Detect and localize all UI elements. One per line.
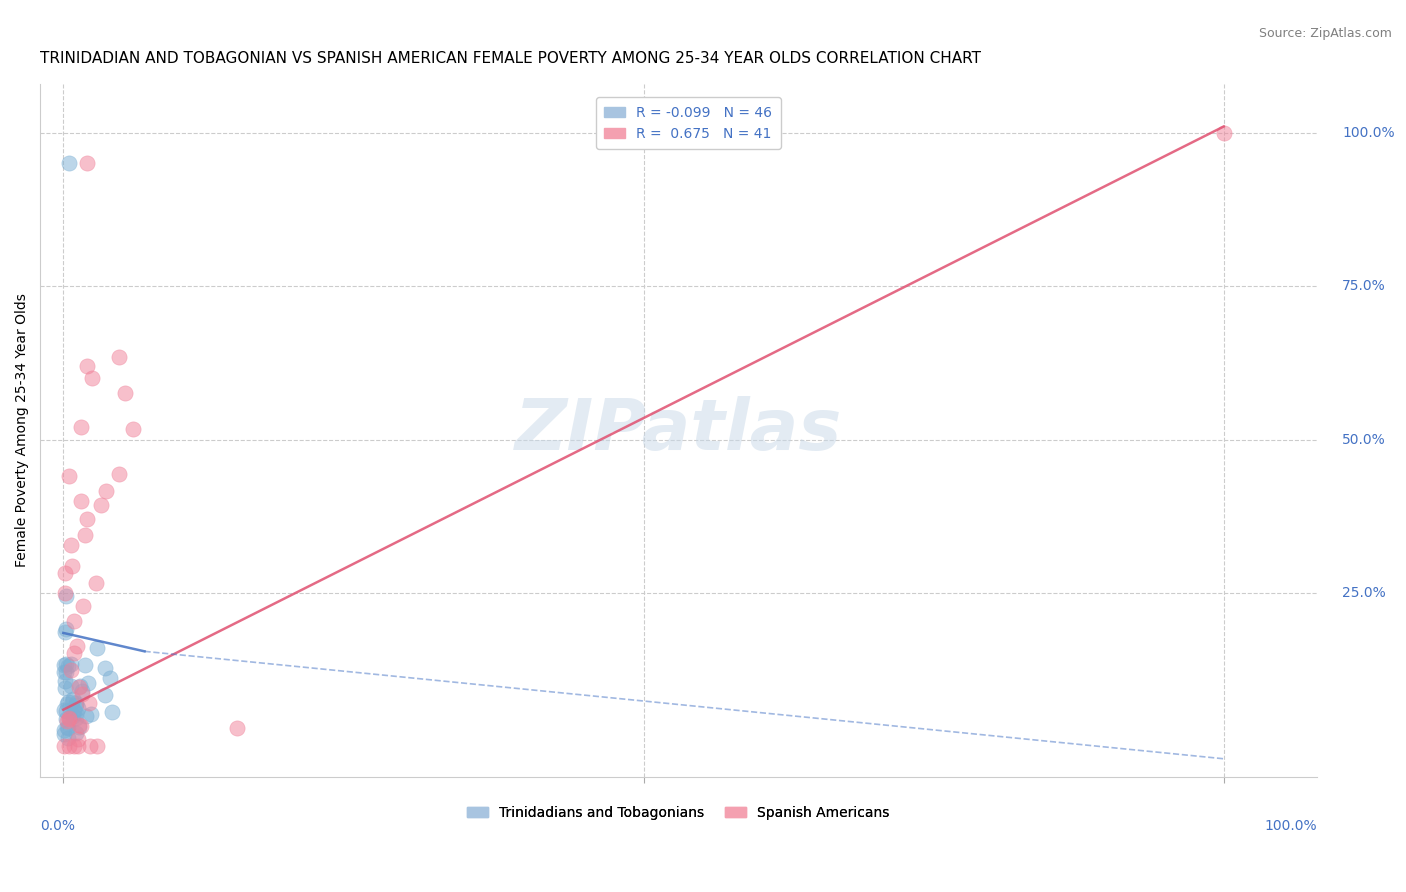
Point: [58, 712, 80, 726]
Point: [59, 537, 82, 551]
Point: [86, 739, 108, 754]
Point: [52, 657, 75, 672]
Point: [59, 710, 82, 724]
Point: [58, 711, 80, 725]
Point: [58, 659, 80, 673]
Point: [76, 156, 98, 170]
Point: [58, 469, 80, 483]
Point: [55, 590, 77, 604]
Point: [55, 674, 77, 689]
Point: [55, 622, 77, 636]
Text: TRINIDADIAN AND TOBAGONIAN VS SPANISH AMERICAN FEMALE POVERTY AMONG 25-34 YEAR O: TRINIDADIAN AND TOBAGONIAN VS SPANISH AM…: [41, 51, 981, 66]
Point: [93, 688, 115, 702]
Point: [77, 696, 100, 710]
Point: [63, 739, 86, 754]
Point: [53, 723, 76, 737]
Point: [65, 698, 87, 712]
Point: [79, 739, 101, 754]
Point: [60, 679, 83, 693]
Point: [108, 467, 131, 482]
Point: [73, 528, 96, 542]
Point: [56, 731, 79, 745]
Point: [55, 657, 77, 672]
Point: [60, 657, 83, 672]
Point: [53, 566, 76, 580]
Point: [52, 739, 75, 754]
Point: [90, 499, 112, 513]
Point: [58, 695, 80, 709]
Point: [70, 687, 93, 701]
Point: [73, 657, 96, 672]
Text: 0.0%: 0.0%: [41, 819, 75, 833]
Point: [69, 719, 91, 733]
Point: [66, 731, 89, 746]
Point: [53, 586, 76, 600]
Point: [67, 717, 90, 731]
Point: [76, 512, 98, 526]
Point: [122, 422, 145, 436]
Point: [86, 640, 108, 655]
Text: Source: ZipAtlas.com: Source: ZipAtlas.com: [1258, 27, 1392, 40]
Point: [80, 707, 103, 722]
Point: [65, 711, 87, 725]
Point: [55, 697, 77, 711]
Point: [69, 679, 91, 693]
Point: [65, 706, 87, 720]
Point: [62, 692, 84, 706]
Point: [75, 708, 97, 723]
Point: [56, 721, 79, 735]
Point: [53, 665, 76, 679]
Point: [69, 420, 91, 434]
Point: [67, 680, 90, 694]
Point: [53, 727, 76, 741]
Legend: Trinidadians and Tobagonians, Spanish Americans: Trinidadians and Tobagonians, Spanish Am…: [461, 801, 896, 826]
Point: [70, 683, 93, 698]
Point: [55, 704, 77, 718]
Point: [60, 558, 83, 573]
Point: [62, 709, 84, 723]
Text: ZIPatlas: ZIPatlas: [515, 396, 842, 465]
Point: [53, 624, 76, 639]
Text: 100.0%: 100.0%: [1343, 126, 1395, 140]
Point: [94, 483, 117, 498]
Point: [82, 371, 104, 385]
Point: [67, 720, 90, 734]
Point: [84, 575, 107, 590]
Point: [63, 646, 86, 660]
Point: [62, 703, 84, 717]
Point: [60, 663, 83, 677]
Y-axis label: Female Poverty Among 25-34 Year Olds: Female Poverty Among 25-34 Year Olds: [15, 293, 30, 567]
Point: [55, 665, 77, 680]
Point: [67, 701, 90, 715]
Point: [108, 350, 131, 364]
Point: [67, 739, 90, 754]
Text: 75.0%: 75.0%: [1343, 279, 1386, 293]
Point: [69, 494, 91, 508]
Point: [65, 696, 87, 710]
Point: [60, 695, 83, 709]
Point: [72, 599, 94, 614]
Point: [58, 156, 80, 170]
Point: [55, 714, 77, 728]
Point: [98, 671, 121, 685]
Point: [65, 726, 87, 740]
Point: [55, 712, 77, 726]
Point: [56, 720, 79, 734]
Point: [63, 614, 86, 628]
Point: [101, 705, 124, 719]
Point: [58, 739, 80, 754]
Point: [77, 676, 100, 690]
Point: [226, 721, 249, 735]
Text: 50.0%: 50.0%: [1343, 433, 1386, 447]
Text: 25.0%: 25.0%: [1343, 586, 1386, 600]
Point: [94, 661, 117, 675]
Point: [76, 359, 98, 373]
Point: [52, 703, 75, 717]
Point: [53, 681, 76, 695]
Text: 100.0%: 100.0%: [1264, 819, 1316, 833]
Point: [66, 640, 89, 654]
Point: [1212, 126, 1234, 140]
Point: [114, 386, 136, 401]
